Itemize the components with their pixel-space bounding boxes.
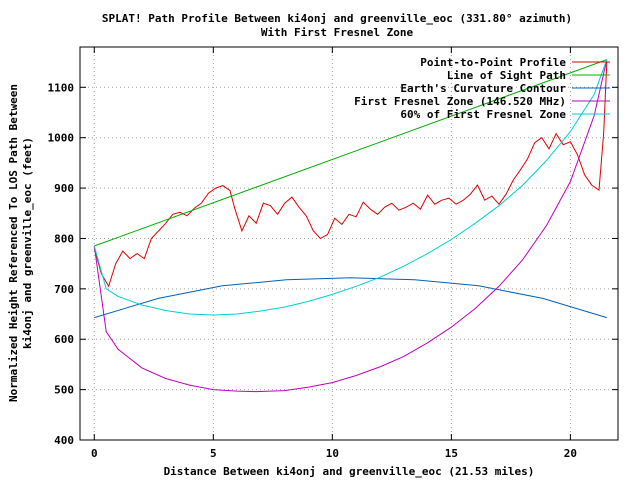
legend-label-2: Earth's Curvature Contour — [400, 82, 566, 95]
series-line-0 — [93, 62, 608, 288]
legend-label-3: First Fresnel Zone (146.520 MHz) — [354, 95, 566, 108]
y-axis-label: Normalized Height Referenced To LOS Path… — [7, 84, 20, 402]
y-tick-label: 800 — [54, 232, 74, 245]
series-line-4 — [93, 59, 608, 316]
x-tick-label: 15 — [445, 447, 458, 460]
y-tick-label: 900 — [54, 182, 74, 195]
chart-title: SPLAT! Path Profile Between ki4onj and g… — [102, 12, 572, 25]
legend-label-0: Point-to-Point Profile — [420, 56, 566, 69]
y-tick-label: 700 — [54, 283, 74, 296]
series-line-2 — [94, 277, 607, 319]
y-tick-label: 1100 — [48, 81, 75, 94]
y-axis-label-line2: ki4onj and greenville_eoc (feet) — [21, 137, 34, 349]
y-tick-label: 400 — [54, 434, 74, 447]
series-lines — [93, 59, 608, 393]
legend-label-4: 60% of First Fresnel Zone — [400, 108, 566, 121]
x-tick-label: 5 — [210, 447, 217, 460]
y-tick-label: 500 — [54, 384, 74, 397]
x-tick-label: 0 — [91, 447, 98, 460]
plot-frame — [79, 46, 619, 441]
axis-ticks: 0 5 10 15 20 400 500 600 700 800 900 1000 1100 — [48, 47, 618, 460]
x-axis-label: Distance Between ki4onj and greenville_e… — [164, 465, 535, 478]
x-tick-label: 10 — [326, 447, 339, 460]
y-tick-label: 600 — [54, 333, 74, 346]
x-tick-label: 20 — [564, 447, 577, 460]
chart-subtitle: With First Fresnel Zone — [261, 26, 414, 39]
series-line-3 — [93, 59, 608, 393]
series-line-1 — [94, 59, 607, 247]
y-tick-label: 1000 — [48, 132, 75, 145]
legend-label-1: Line of Sight Path — [447, 69, 566, 82]
